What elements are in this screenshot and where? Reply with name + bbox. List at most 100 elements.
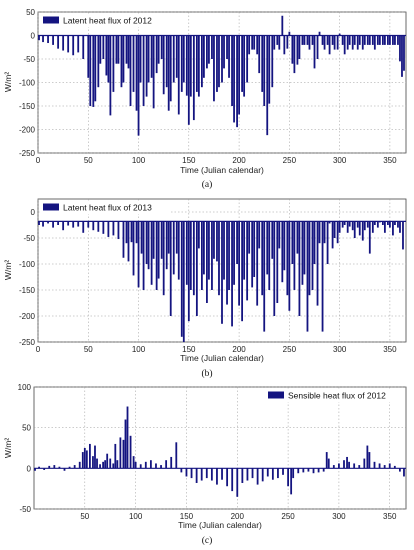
bar-a xyxy=(213,35,215,102)
bar-b xyxy=(185,221,188,285)
x-tick-label-a: 100 xyxy=(132,156,146,165)
bar-a xyxy=(192,35,195,121)
bar-a xyxy=(298,35,301,59)
bar-b xyxy=(363,221,366,231)
x-axis-label-b: Time (Julian calendar) xyxy=(180,353,264,363)
bar-b xyxy=(356,221,359,228)
bar-a xyxy=(216,35,218,92)
bar-a xyxy=(251,35,254,50)
bar-c xyxy=(383,465,386,469)
bar-a xyxy=(333,35,336,50)
bar-a xyxy=(206,35,208,69)
bar-a xyxy=(341,35,344,45)
bar-b xyxy=(266,221,269,275)
bars-b xyxy=(38,220,406,342)
bar-a xyxy=(291,35,294,64)
bar-b xyxy=(256,221,259,306)
bar-a xyxy=(323,35,326,50)
y-tick-label-c: -50 xyxy=(19,505,31,514)
bar-c xyxy=(124,419,127,469)
bar-b xyxy=(263,221,266,332)
bar-a xyxy=(401,35,403,77)
bar-c xyxy=(322,468,325,472)
x-tick-label-b: 350 xyxy=(383,345,397,354)
bar-b xyxy=(231,221,233,327)
bar-a xyxy=(376,35,379,45)
bar-a xyxy=(321,35,324,45)
bars-c xyxy=(34,406,406,497)
bar-a xyxy=(346,35,349,50)
bar-c xyxy=(353,463,356,469)
x-tick-label-b: 200 xyxy=(232,345,246,354)
bar-b xyxy=(147,221,150,270)
bars-a xyxy=(38,15,406,136)
x-tick-label-a: 300 xyxy=(333,156,347,165)
bar-b xyxy=(341,221,344,228)
x-axis-label-c: Time (Julian calendar) xyxy=(178,520,262,530)
bar-c xyxy=(205,468,208,479)
bar-c xyxy=(368,452,371,469)
bar-a xyxy=(187,35,190,125)
bar-b xyxy=(160,221,163,259)
bar-a xyxy=(313,35,316,69)
bar-b xyxy=(216,221,218,262)
x-tick-label-a: 150 xyxy=(182,156,196,165)
bar-b xyxy=(77,221,80,227)
bar-a xyxy=(177,35,180,115)
bar-a xyxy=(147,35,150,83)
bar-b xyxy=(248,221,251,254)
bar-c xyxy=(185,468,188,477)
bar-b xyxy=(72,221,75,228)
y-tick-label-a: -50 xyxy=(23,55,35,64)
bar-b xyxy=(303,221,306,275)
legend-swatch-a xyxy=(43,16,59,24)
bar-c xyxy=(231,468,234,492)
bar-a xyxy=(92,35,95,107)
bar-a xyxy=(169,35,172,102)
bar-c xyxy=(221,468,223,480)
bar-b xyxy=(233,221,235,285)
bar-c xyxy=(160,465,162,469)
panel-b: 0 -50 -100 -150 -200 -250 0 50 100 150 200 250 300 3… xyxy=(3,198,407,379)
bar-c xyxy=(261,468,264,482)
bar-a xyxy=(283,35,286,55)
bar-b xyxy=(132,221,135,276)
bar-b xyxy=(293,221,296,290)
bar-b xyxy=(316,221,319,306)
bar-b xyxy=(276,221,279,303)
bar-a xyxy=(109,35,112,116)
bar-b xyxy=(376,221,379,228)
x-tick-label-c: 50 xyxy=(80,512,89,521)
bar-b xyxy=(135,221,138,244)
bar-b xyxy=(221,221,223,324)
bar-b xyxy=(130,221,133,243)
bar-b xyxy=(321,221,324,332)
bar-b xyxy=(278,221,281,249)
bar-a xyxy=(129,35,132,106)
bar-c xyxy=(292,468,295,479)
bar-b xyxy=(195,221,198,316)
panel-a: 50 0 -50 -100 -150 -200 -250 0 50 100 150 200 250 30… xyxy=(3,8,407,190)
bar-c xyxy=(348,461,350,469)
bar-a xyxy=(316,35,319,59)
bar-b xyxy=(306,221,309,332)
bar-c xyxy=(325,452,328,469)
bar-a xyxy=(87,35,90,78)
bar-c xyxy=(165,460,168,469)
bar-b xyxy=(281,221,284,283)
bar-c xyxy=(99,464,101,469)
bar-a xyxy=(366,35,369,45)
bar-b xyxy=(241,221,244,322)
bar-a xyxy=(162,35,165,95)
y-tick-label-b: 0 xyxy=(31,208,36,217)
bar-a xyxy=(371,35,374,45)
bar-b xyxy=(189,221,192,290)
bar-a xyxy=(238,35,240,115)
bar-c xyxy=(307,468,310,472)
bar-c xyxy=(246,468,249,481)
bar-b xyxy=(253,221,256,277)
bar-b xyxy=(283,221,286,271)
bar-a xyxy=(132,35,135,92)
bar-a xyxy=(256,35,259,55)
bar-b xyxy=(371,221,374,233)
